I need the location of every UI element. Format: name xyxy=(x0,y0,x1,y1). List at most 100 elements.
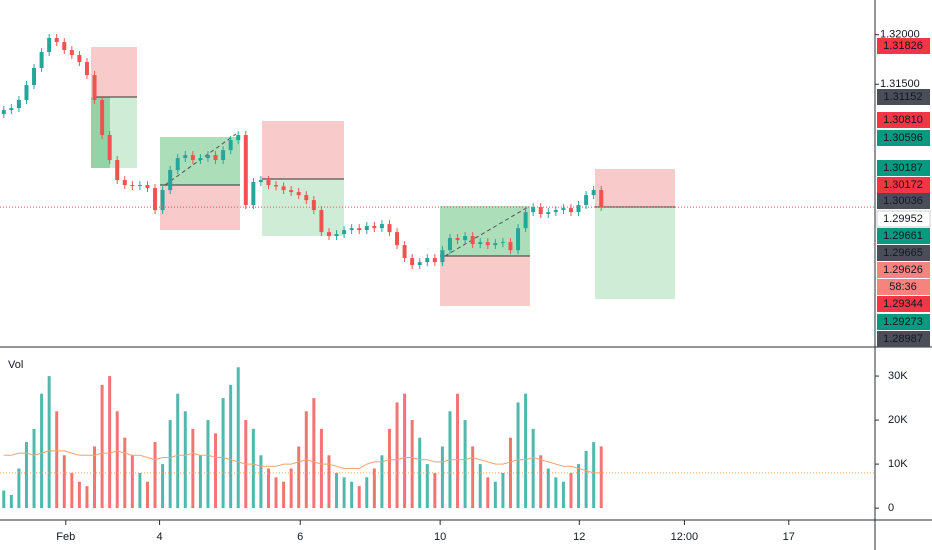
candle-body xyxy=(379,224,384,229)
volume-bar xyxy=(418,437,422,509)
x-tick-label: 17 xyxy=(783,531,795,543)
volume-bar xyxy=(191,428,195,509)
volume-bar xyxy=(297,446,301,509)
price-tag-label: 1.30036 xyxy=(883,195,923,207)
price-tag-label: 58:36 xyxy=(889,281,917,293)
candle-body xyxy=(62,42,67,51)
volume-ma xyxy=(3,450,602,474)
candle-body xyxy=(440,250,445,263)
stop-zone xyxy=(262,121,344,179)
candle-body xyxy=(183,155,188,159)
price-tag-box xyxy=(877,279,930,295)
y-tick-label: 30K xyxy=(888,370,908,382)
x-tick-label: 12:00 xyxy=(671,531,699,543)
volume-bar xyxy=(93,446,97,509)
candle-body xyxy=(16,100,21,109)
volume-bar xyxy=(32,428,36,509)
candle-body xyxy=(463,236,468,241)
candle-body xyxy=(599,190,604,208)
volume-bar xyxy=(214,433,218,509)
price-tag-box xyxy=(877,112,930,128)
candle-body xyxy=(274,185,279,187)
candle-body xyxy=(236,135,241,141)
volume-bar xyxy=(229,384,233,509)
candle-body xyxy=(357,228,362,231)
x-tick-label: 10 xyxy=(434,531,446,543)
candle-body xyxy=(311,200,316,211)
volume-bar xyxy=(387,428,391,509)
target-zone xyxy=(595,207,675,299)
volume-bar xyxy=(395,402,399,509)
volume-bar xyxy=(463,420,467,509)
price-tag-label: 1.29626 xyxy=(883,264,923,276)
volume-bar xyxy=(546,468,550,509)
price-tag-label: 1.29661 xyxy=(883,230,923,242)
candle-body xyxy=(32,68,37,86)
candle-body xyxy=(289,190,294,193)
x-tick-label: Feb xyxy=(56,531,75,543)
candle-body xyxy=(175,158,180,171)
volume-bar xyxy=(153,442,157,509)
volume-bar xyxy=(357,486,361,509)
candle-body xyxy=(54,37,59,43)
candle-body xyxy=(546,212,551,215)
price-tag-label: 1.29665 xyxy=(883,247,923,259)
volume-bar xyxy=(123,437,127,509)
volume-bar xyxy=(259,455,263,509)
candle-body xyxy=(190,155,195,161)
trade-path xyxy=(444,206,529,257)
candle-body xyxy=(107,135,112,161)
candle-body xyxy=(304,195,309,201)
candle-body xyxy=(516,228,521,251)
candle-body xyxy=(493,243,498,246)
price-tag-box xyxy=(877,160,930,176)
volume-bar xyxy=(471,446,475,509)
candle-body xyxy=(591,190,596,196)
volume-bar xyxy=(410,420,414,509)
candle-body xyxy=(523,212,528,229)
volume-bar xyxy=(403,393,407,509)
x-tick-label: 6 xyxy=(297,531,303,543)
volume-bar xyxy=(70,472,74,509)
candle-body xyxy=(478,242,483,245)
volume-bar xyxy=(380,455,384,509)
candle-body xyxy=(39,52,44,69)
candle-body xyxy=(130,185,135,187)
candle-body xyxy=(402,245,407,259)
candle-body xyxy=(153,188,158,211)
candle-body xyxy=(221,150,226,161)
volume-bar xyxy=(425,464,429,509)
volume-bar xyxy=(24,442,28,509)
candle-body xyxy=(168,170,173,191)
volume-bar xyxy=(55,411,59,509)
volume-bar xyxy=(478,464,482,509)
candle-body xyxy=(538,207,543,215)
price-tag-box xyxy=(877,314,930,330)
candle-body xyxy=(553,210,558,213)
volume-bar xyxy=(584,450,588,509)
candle-body xyxy=(508,242,513,251)
volume-bar xyxy=(2,490,6,509)
candle-body xyxy=(228,140,233,151)
volume-bar xyxy=(319,428,323,509)
volume-bar xyxy=(47,376,51,509)
volume-bar xyxy=(40,393,44,509)
volume-bar xyxy=(145,481,149,509)
price-tag-label: 1.28987 xyxy=(883,333,923,345)
volume-bar xyxy=(62,455,66,509)
volume-bar xyxy=(486,477,490,509)
candle-body xyxy=(69,50,74,56)
price-tag-box xyxy=(877,193,930,209)
volume-bar xyxy=(433,472,437,509)
volume-bar xyxy=(266,468,270,509)
volume-bar xyxy=(115,411,119,509)
price-tag-box xyxy=(877,228,930,244)
price-tag-label: 1.29952 xyxy=(883,213,923,225)
candle-body xyxy=(24,85,29,101)
candle-body xyxy=(334,234,339,237)
volume-bar xyxy=(592,442,596,509)
candle-body xyxy=(266,180,271,186)
candle-body xyxy=(115,160,120,181)
volume-bar xyxy=(100,384,104,509)
price-tag-label: 1.29344 xyxy=(883,298,923,310)
